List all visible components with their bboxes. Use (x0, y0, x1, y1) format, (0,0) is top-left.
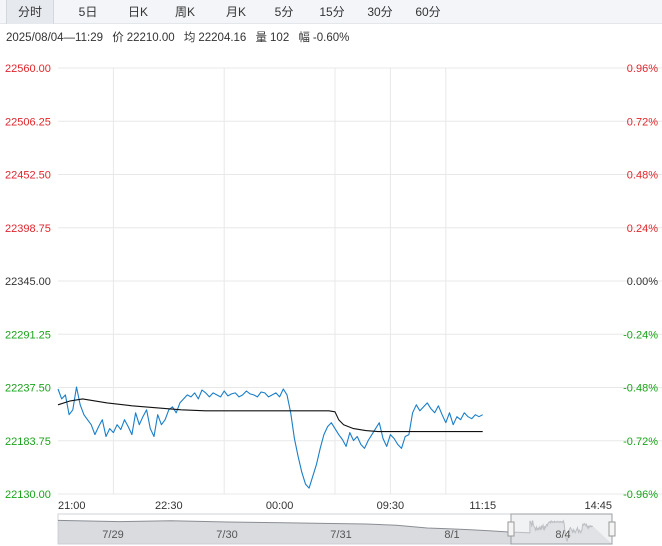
y-tick-label-right: -0.24% (623, 329, 658, 341)
y-tick-label-left: 22345.00 (5, 276, 51, 288)
x-tick-label: 00:00 (266, 500, 294, 512)
navigator-date-label: 7/30 (216, 529, 237, 541)
change-label: 幅 (298, 32, 310, 44)
y-tick-label-right: 0.24% (627, 223, 658, 235)
y-tick-label-right: -0.48% (623, 383, 658, 395)
y-tick-label-right: -0.72% (623, 436, 658, 448)
tab-intraday[interactable]: 分时 (6, 0, 54, 24)
tab-monthly-k[interactable]: 月K (225, 5, 246, 19)
y-tick-label-left: 22130.00 (5, 489, 51, 501)
navigator-date-label: 7/29 (102, 529, 123, 541)
tab-15min[interactable]: 15分 (319, 5, 345, 19)
quote-datetime: 2025/08/04—11:29 (6, 32, 103, 44)
navigator-overview-area (58, 520, 612, 544)
volume-value: 102 (270, 32, 290, 44)
y-tick-label-left: 22237.50 (5, 383, 51, 395)
price-label: 价 (112, 32, 124, 44)
x-tick-label: 14:45 (584, 500, 612, 512)
period-tab-bar: 分时 5日 日K 周K 月K 5分 15分 30分 60分 (0, 0, 662, 24)
y-axis-right-percent: 0.96% 0.72% 0.48% 0.24% 0.00% -0.24% -0.48% -0.… (623, 63, 658, 501)
intraday-price-chart[interactable]: 22560.00 22506.25 22452.50 22398.75 22345.00… (0, 52, 662, 546)
price-line (57, 386, 483, 489)
y-tick-label-right: -0.96% (623, 489, 658, 501)
tab-60min[interactable]: 60分 (415, 5, 441, 19)
change-value: -0.60% (312, 32, 350, 44)
tab-5min[interactable]: 5分 (274, 5, 294, 19)
y-tick-label-left: 22452.50 (5, 170, 51, 182)
y-tick-label-right: 0.48% (627, 170, 658, 182)
y-tick-label-left: 22398.75 (5, 223, 51, 235)
navigator-date-label: 7/31 (330, 529, 351, 541)
tab-30min[interactable]: 30分 (367, 5, 393, 19)
navigator-left-handle[interactable] (507, 521, 515, 537)
chart-series (57, 386, 483, 489)
y-tick-label-right: 0.96% (627, 63, 658, 75)
x-axis-times: 21:00 22:30 00:00 09:30 11:15 14:45 (58, 500, 612, 512)
y-tick-label-right: 0.72% (627, 116, 658, 128)
tab-weekly-k[interactable]: 周K (174, 5, 195, 19)
navigator-date-label: 8/4 (555, 529, 570, 541)
y-axis-left-prices: 22560.00 22506.25 22452.50 22398.75 22345.00… (5, 63, 51, 501)
x-tick-label: 21:00 (58, 500, 86, 512)
quote-info-bar: 2025/08/04—11:29 价 22210.00 均 22204.16 量 10… (6, 30, 355, 46)
navigator-right-handle[interactable] (608, 521, 616, 537)
price-value: 22210.00 (126, 32, 175, 44)
avg-label: 均 (183, 32, 196, 44)
y-tick-label-left: 22291.25 (5, 329, 51, 341)
y-tick-label-right: 0.00% (627, 276, 658, 288)
x-tick-label: 22:30 (155, 500, 183, 512)
date-range-navigator[interactable]: 7/29 7/30 7/31 8/1 8/4 (57, 513, 616, 545)
tab-5day[interactable]: 5日 (78, 5, 98, 19)
navigator-date-label: 8/1 (444, 529, 459, 541)
average-price-line (57, 398, 483, 433)
y-tick-label-left: 22560.00 (5, 63, 51, 75)
volume-label: 量 (255, 32, 268, 44)
tab-daily-k[interactable]: 日K (127, 5, 148, 19)
y-tick-label-left: 22183.75 (5, 436, 51, 448)
avg-value: 22204.16 (198, 32, 247, 44)
x-tick-label: 09:30 (377, 500, 405, 512)
x-tick-label: 11:15 (469, 500, 496, 512)
y-tick-label-left: 22506.25 (5, 116, 51, 128)
